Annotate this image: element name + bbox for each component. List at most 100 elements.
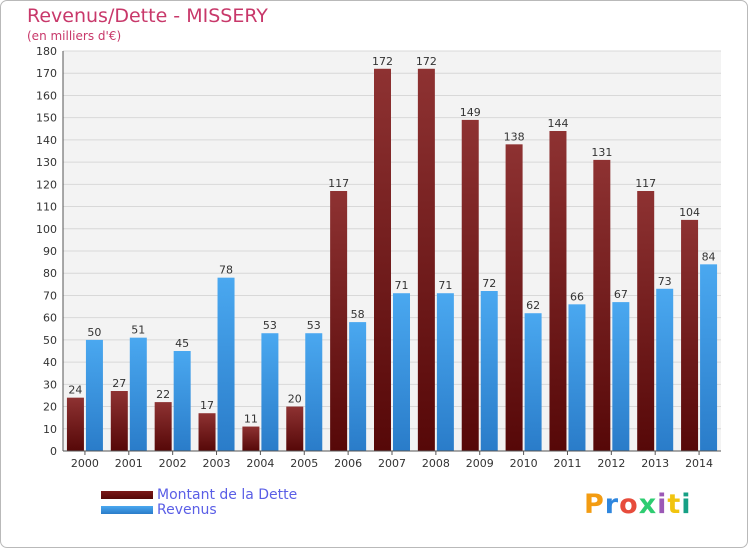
bar-dette <box>110 391 128 451</box>
bar-dette <box>593 159 611 451</box>
data-label-dette: 117 <box>328 177 349 190</box>
bar-revenus <box>85 339 103 451</box>
data-label-revenus: 66 <box>570 290 584 303</box>
data-labels: 24 50 27 51 22 45 17 78 11 53 20 53 117 58 172 71 172 71 1… <box>68 55 715 426</box>
bar-dette <box>505 144 523 452</box>
x-tick-label: 2009 <box>466 457 494 470</box>
data-label-dette: 172 <box>372 55 393 68</box>
x-tick-label: 2012 <box>597 457 625 470</box>
bar-dette <box>198 413 216 451</box>
y-tick-label: 80 <box>43 267 57 280</box>
bar-revenus <box>656 288 674 451</box>
y-tick-label: 160 <box>36 89 57 102</box>
y-tick-label: 40 <box>43 356 57 369</box>
y-tick-label: 110 <box>36 201 57 214</box>
bar-revenus <box>349 322 367 451</box>
x-tick-label: 2001 <box>115 457 143 470</box>
data-label-dette: 11 <box>244 413 258 426</box>
data-label-revenus: 72 <box>482 277 496 290</box>
y-tick-label: 20 <box>43 401 57 414</box>
y-tick-label: 90 <box>43 245 57 258</box>
bar-revenus <box>217 277 235 451</box>
bar-dette <box>681 219 699 451</box>
y-tick-label: 180 <box>36 45 57 58</box>
y-tick-label: 0 <box>50 445 57 458</box>
data-label-revenus: 73 <box>658 275 672 288</box>
bar-revenus <box>612 302 630 451</box>
bar-revenus <box>393 293 410 451</box>
x-tick-label: 2011 <box>553 457 581 470</box>
chart-title: Revenus/Dette - MISSERY <box>27 5 268 27</box>
y-tick-label: 170 <box>36 67 57 80</box>
data-label-dette: 138 <box>504 130 525 143</box>
x-tick-label: 2010 <box>510 457 538 470</box>
proxiti-logo: Proxiti <box>584 489 692 520</box>
data-label-dette: 117 <box>635 177 656 190</box>
data-label-revenus: 51 <box>131 324 145 337</box>
y-tick-label: 120 <box>36 178 57 191</box>
x-tick-label: 2006 <box>334 457 362 470</box>
data-label-revenus: 71 <box>395 279 409 292</box>
data-label-revenus: 62 <box>526 299 540 312</box>
bar-revenus <box>261 333 279 451</box>
bar-dette <box>154 402 172 451</box>
bar-dette <box>417 68 435 452</box>
x-tick-label: 2002 <box>159 457 187 470</box>
y-tick-label: 30 <box>43 378 57 391</box>
bar-dette <box>330 191 348 451</box>
x-tick-label: 2000 <box>71 457 99 470</box>
data-label-revenus: 84 <box>702 250 716 263</box>
axes: 0 10 20 30 40 50 60 70 80 90 100 110 120 130 140 150 160… <box>36 45 721 470</box>
data-label-revenus: 53 <box>263 319 277 332</box>
data-label-dette: 20 <box>288 393 302 406</box>
y-tick-label: 10 <box>43 423 57 436</box>
data-label-revenus: 53 <box>307 319 321 332</box>
bar-revenus <box>305 333 323 451</box>
logo-letter: i <box>657 489 668 520</box>
bar-dette <box>374 68 391 452</box>
x-tick-label: 2014 <box>685 457 713 470</box>
x-tick-label: 2007 <box>378 457 406 470</box>
bar-dette <box>242 426 260 451</box>
legend-label-dette: Montant de la Dette <box>157 487 298 503</box>
data-label-dette: 22 <box>156 388 170 401</box>
data-label-dette: 17 <box>200 399 214 412</box>
bar-revenus <box>173 351 191 451</box>
x-tick-label: 2004 <box>246 457 274 470</box>
bar-revenus <box>524 313 542 451</box>
legend-swatch-revenus <box>101 506 153 514</box>
data-label-revenus: 45 <box>175 337 189 350</box>
data-label-revenus: 67 <box>614 288 628 301</box>
y-tick-label: 130 <box>36 156 57 169</box>
bar-dette <box>549 131 567 451</box>
data-label-dette: 131 <box>591 146 612 159</box>
data-label-dette: 24 <box>68 384 82 397</box>
bar-revenus <box>568 304 586 451</box>
bar-dette <box>66 397 84 451</box>
y-tick-label: 50 <box>43 334 57 347</box>
bars <box>66 68 718 452</box>
legend-swatch-dette <box>101 491 153 499</box>
x-tick-label: 2008 <box>422 457 450 470</box>
legend-label-revenus: Revenus <box>157 502 217 518</box>
y-tick-label: 140 <box>36 134 57 147</box>
logo-letter: i <box>681 489 692 520</box>
data-label-revenus: 50 <box>87 326 101 339</box>
x-tick-label: 2013 <box>641 457 669 470</box>
bar-revenus <box>129 337 147 451</box>
data-label-revenus: 58 <box>351 308 365 321</box>
bar-dette <box>461 119 479 451</box>
bar-dette <box>286 406 304 451</box>
data-label-dette: 104 <box>679 206 700 219</box>
x-tick-label: 2003 <box>203 457 231 470</box>
bar-revenus <box>700 264 718 451</box>
chart-subtitle: (en milliers d'€) <box>27 29 122 43</box>
y-tick-label: 100 <box>36 223 57 236</box>
grid-lines <box>63 50 721 430</box>
y-tick-label: 60 <box>43 312 57 325</box>
logo-letter: x <box>638 489 658 520</box>
bar-revenus <box>480 291 498 451</box>
y-tick-label: 70 <box>43 289 57 302</box>
